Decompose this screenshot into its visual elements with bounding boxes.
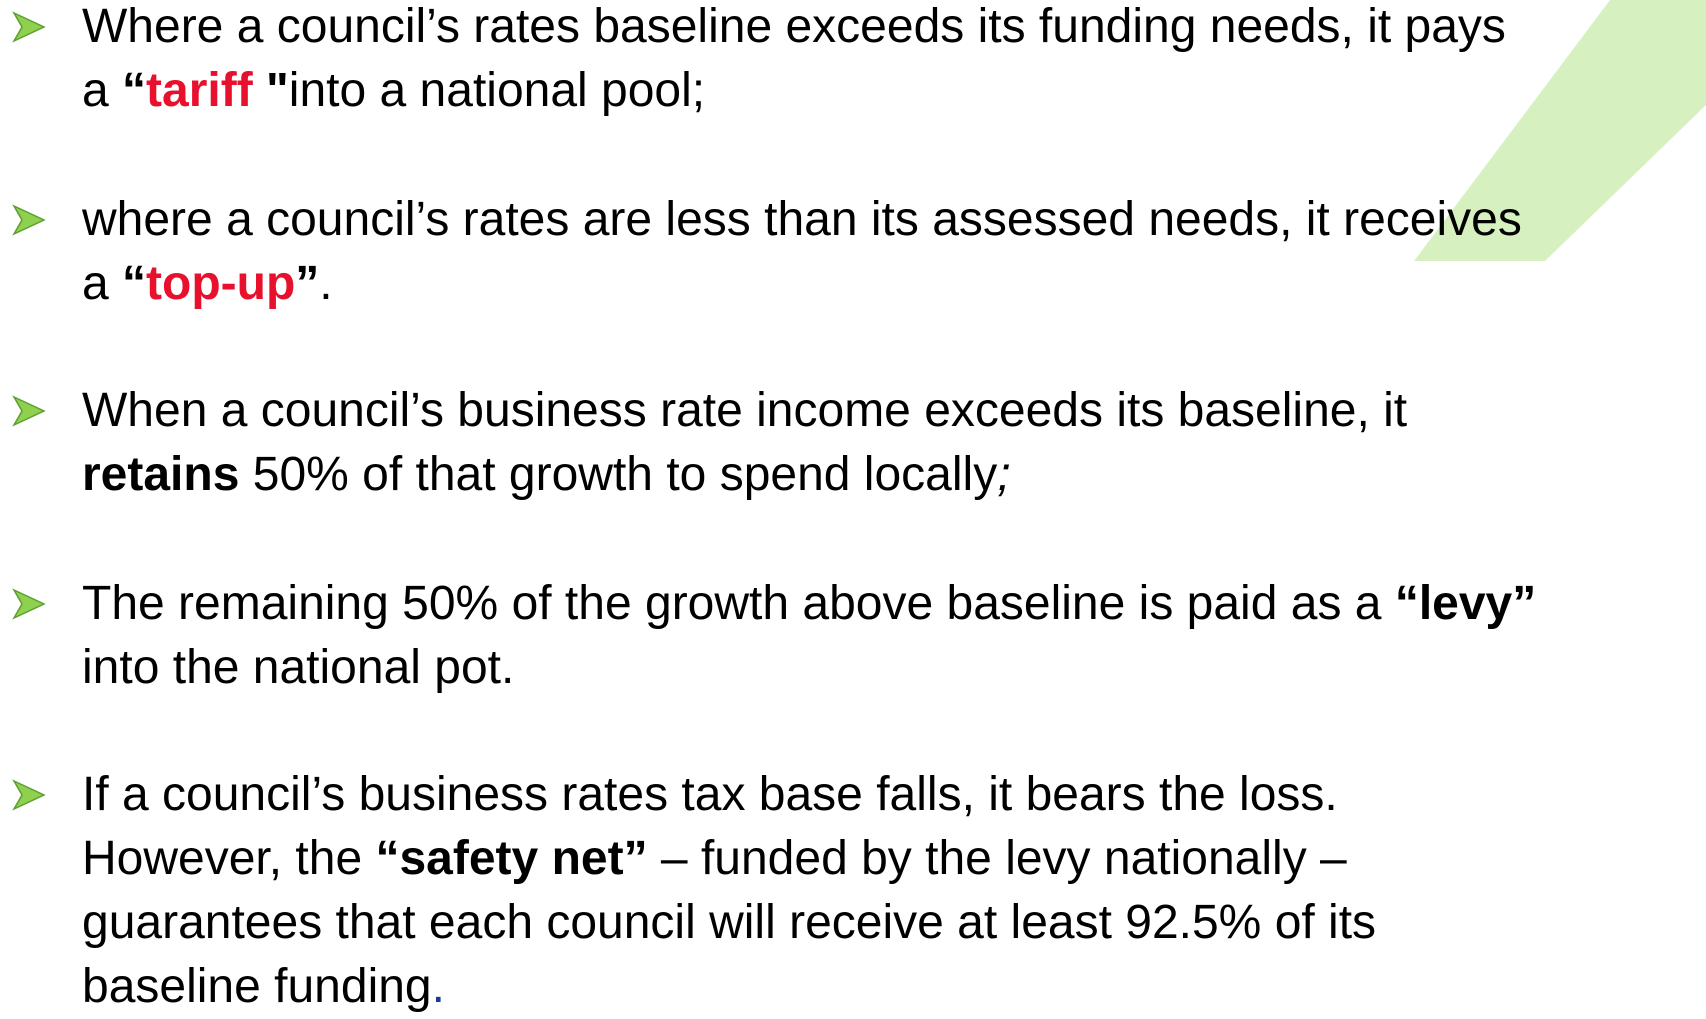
text-line: into the national pot. (82, 636, 514, 700)
text-run: guarantees that each council will receiv… (82, 896, 1377, 949)
text-run: If a council’s business rates tax base f… (82, 768, 1338, 821)
text-run: Where a council’s rates baseline exceeds… (82, 0, 1506, 53)
text-run: “ (122, 64, 147, 117)
text-run: . (431, 960, 445, 1013)
text-run: top-up (146, 257, 296, 310)
bullet-arrow (12, 588, 46, 620)
arrow-shape (12, 779, 46, 811)
text-run: into the national pot. (82, 641, 515, 694)
text-line: If a council’s business rates tax base f… (82, 763, 1338, 827)
text-line: The remaining 50% of the growth above ba… (82, 572, 1536, 636)
arrow-shape (12, 204, 46, 236)
text-line: However, the “safety net” – funded by th… (82, 827, 1347, 891)
bullet-arrow (12, 204, 46, 236)
text-run: a (82, 257, 123, 310)
text-line: guarantees that each council will receiv… (82, 891, 1376, 955)
text-line: baseline funding. (82, 955, 445, 1019)
arrow-shape (12, 395, 46, 427)
text-run: – funded by the levy nationally – (647, 832, 1347, 885)
text-run: When a council’s business rate income ex… (82, 384, 1408, 437)
text-run: retains (82, 448, 240, 501)
text-run: 50% of that growth to spend locally (239, 448, 998, 501)
text-line: Where a council’s rates baseline exceeds… (82, 0, 1506, 59)
arrow-shape (12, 588, 46, 620)
arrow-shape (12, 11, 46, 43)
text-run: tariff (146, 64, 253, 117)
text-run: " (252, 64, 289, 117)
text-run: “levy” (1394, 577, 1537, 630)
text-line: a “tariff "into a national pool; (82, 59, 705, 123)
text-run: . (319, 257, 333, 310)
text-line: a “top-up”. (82, 252, 333, 316)
green-chevron (1414, 0, 1706, 261)
text-line: retains 50% of that growth to spend loca… (82, 443, 1011, 507)
text-run: ; (997, 448, 1011, 501)
text-run: The remaining 50% of the growth above ba… (82, 577, 1395, 630)
text-run: into a national pool; (288, 64, 706, 117)
text-line: When a council’s business rate income ex… (82, 379, 1407, 443)
text-line: where a council’s rates are less than it… (82, 188, 1522, 252)
text-run: However, the (82, 832, 376, 885)
text-run: “ (122, 257, 147, 310)
text-run: baseline funding (82, 960, 432, 1013)
text-run: where a council’s rates are less than it… (82, 193, 1522, 246)
bullet-arrow (12, 395, 46, 427)
bullet-arrow (12, 779, 46, 811)
bullet-arrow (12, 11, 46, 43)
text-run: ” (295, 257, 320, 310)
text-run: a (82, 64, 123, 117)
text-run: “safety net” (375, 832, 648, 885)
